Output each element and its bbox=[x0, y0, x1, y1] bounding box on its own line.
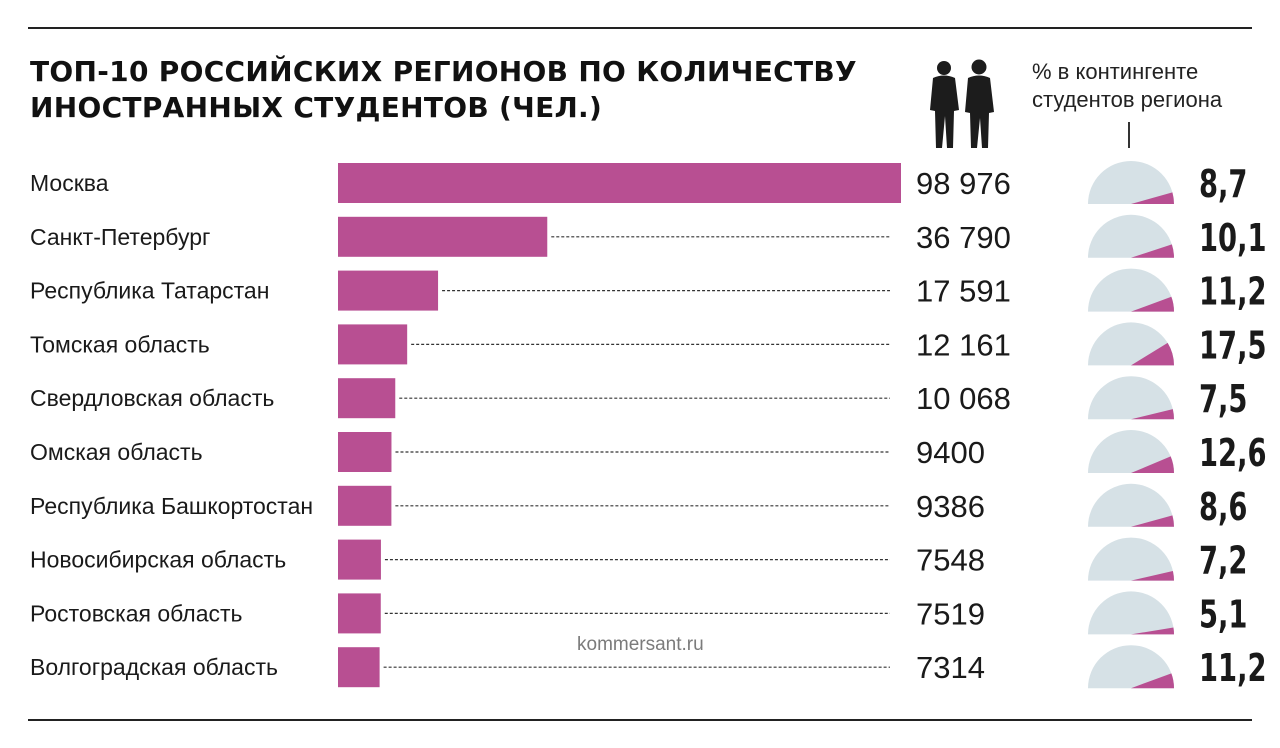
percent-label: 8,6 bbox=[1199, 484, 1247, 529]
value-label: 7548 bbox=[916, 543, 985, 578]
bar bbox=[338, 485, 392, 526]
value-label: 9400 bbox=[916, 435, 985, 470]
bar bbox=[338, 324, 408, 365]
gauge-background bbox=[1088, 430, 1174, 473]
gauge-fill bbox=[1131, 409, 1174, 420]
percent-label: 5,1 bbox=[1199, 592, 1247, 637]
people-silhouette-icon bbox=[930, 59, 994, 148]
category-label: Москва bbox=[30, 170, 109, 196]
category-label: Новосибирская область bbox=[30, 547, 286, 573]
value-label: 36 790 bbox=[916, 220, 1011, 255]
gauge-background bbox=[1088, 268, 1174, 312]
bar bbox=[338, 270, 439, 311]
percent-header-line-1: % в контингенте bbox=[1032, 59, 1199, 84]
bar bbox=[338, 647, 380, 688]
value-label: 10 068 bbox=[916, 381, 1011, 416]
top-rule bbox=[28, 27, 1252, 29]
gauge-fill bbox=[1131, 456, 1174, 473]
percent-label: 10,1 bbox=[1199, 215, 1267, 260]
gauge-background bbox=[1088, 161, 1174, 204]
bar bbox=[338, 378, 396, 419]
category-label: Ростовская область bbox=[30, 600, 243, 626]
gauge-background bbox=[1088, 376, 1174, 420]
bar bbox=[338, 593, 381, 634]
percent-label: 8,7 bbox=[1199, 161, 1247, 206]
category-label: Санкт-Петербург bbox=[30, 224, 210, 250]
value-label: 9386 bbox=[916, 489, 985, 524]
gauge-fill bbox=[1131, 296, 1174, 312]
percent-label: 7,2 bbox=[1199, 538, 1247, 583]
value-label: 17 591 bbox=[916, 274, 1011, 309]
gauge-fill bbox=[1131, 570, 1174, 581]
value-label: 12 161 bbox=[916, 327, 1011, 362]
percent-label: 11,2 bbox=[1199, 646, 1267, 691]
gauge-fill bbox=[1131, 673, 1174, 689]
bar bbox=[338, 539, 381, 580]
category-label: Республика Татарстан bbox=[30, 278, 269, 304]
percent-header-tick bbox=[1128, 122, 1130, 148]
gauge-fill bbox=[1131, 515, 1174, 527]
gauge-fill bbox=[1131, 244, 1174, 258]
bar bbox=[338, 216, 548, 257]
gauge-fill bbox=[1131, 627, 1175, 635]
percent-label: 11,2 bbox=[1199, 269, 1267, 314]
chart-title-line-2: ИНОСТРАННЫХ СТУДЕНТОВ (ЧЕЛ.) bbox=[30, 91, 603, 124]
chart-title-line-1: ТОП-10 РОССИЙСКИХ РЕГИОНОВ ПО КОЛИЧЕСТВУ bbox=[30, 55, 857, 88]
value-label: 7314 bbox=[916, 650, 985, 685]
value-label: 98 976 bbox=[916, 166, 1011, 201]
source-watermark: kommersant.ru bbox=[577, 634, 704, 655]
gauge-fill bbox=[1131, 342, 1174, 366]
percent-header-line-2: студентов региона bbox=[1032, 87, 1223, 112]
percent-label: 12,6 bbox=[1199, 430, 1267, 475]
percent-label: 7,5 bbox=[1199, 377, 1247, 422]
percent-column-header: % в контингенте студентов региона bbox=[1032, 58, 1262, 114]
value-label: 7519 bbox=[916, 596, 985, 631]
gauge-background bbox=[1088, 537, 1174, 581]
gauge-background bbox=[1088, 483, 1174, 527]
gauge-background bbox=[1088, 591, 1174, 635]
gauge-background bbox=[1088, 645, 1174, 689]
gauge-fill bbox=[1131, 192, 1174, 204]
bottom-rule bbox=[28, 719, 1252, 721]
gauge-background bbox=[1088, 214, 1174, 258]
category-label: Томская область bbox=[30, 331, 210, 357]
category-label: Республика Башкортостан bbox=[30, 493, 313, 519]
category-label: Волгоградская область bbox=[30, 654, 278, 680]
bar bbox=[338, 432, 392, 472]
category-label: Омская область bbox=[30, 439, 203, 465]
chart-title: ТОП-10 РОССИЙСКИХ РЕГИОНОВ ПО КОЛИЧЕСТВУ… bbox=[30, 54, 910, 126]
category-label: Свердловская область bbox=[30, 385, 274, 411]
bar bbox=[338, 163, 901, 203]
percent-label: 17,5 bbox=[1199, 323, 1267, 368]
